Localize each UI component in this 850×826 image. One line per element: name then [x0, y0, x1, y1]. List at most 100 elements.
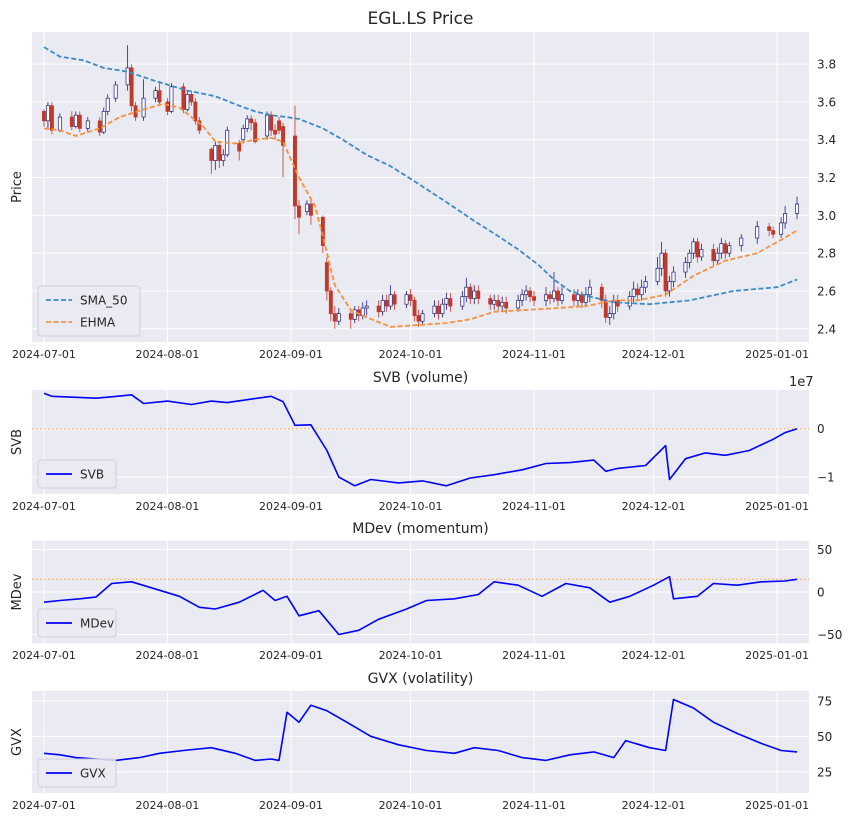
- candle-body: [440, 303, 445, 314]
- x-tick-label: 2024-09-01: [259, 649, 323, 662]
- candle-body: [571, 294, 576, 301]
- candle-body: [221, 154, 226, 161]
- y-tick-label: 50: [817, 730, 832, 744]
- candle-body: [583, 294, 588, 303]
- candle-body: [105, 97, 110, 112]
- candle-body: [113, 84, 118, 99]
- candle-body: [320, 216, 325, 246]
- candle-body: [141, 97, 146, 118]
- candle-body: [639, 286, 644, 296]
- candle-body: [444, 298, 449, 305]
- x-tick-label: 2024-12-01: [622, 500, 686, 513]
- candle-body: [125, 67, 130, 86]
- candle-body: [197, 120, 202, 131]
- candle-body: [185, 94, 190, 110]
- candle-body: [245, 118, 250, 129]
- candle-body: [193, 101, 198, 122]
- candle-body: [304, 203, 309, 212]
- x-tick-label: 2024-12-01: [622, 799, 686, 812]
- candle-body: [560, 294, 564, 301]
- series-line-ehma: [43, 102, 798, 328]
- candle-body: [500, 301, 505, 307]
- chart-title: GVX (volatility): [368, 671, 474, 687]
- x-tick-label: 2024-12-01: [622, 348, 686, 361]
- candle-body: [715, 252, 720, 262]
- candle-body: [711, 249, 716, 262]
- candle-body: [460, 296, 465, 307]
- x-tick-label: 2024-11-01: [502, 500, 566, 513]
- series-line-sma-50: [43, 46, 798, 306]
- y-tick-label: 0: [817, 422, 825, 436]
- candle-body: [129, 67, 134, 107]
- candle-body: [281, 126, 285, 146]
- candle-body: [587, 286, 592, 296]
- x-tick-label: 2025-01-01: [745, 348, 809, 361]
- candle-body: [157, 90, 162, 103]
- x-tick-label: 2024-07-01: [12, 799, 76, 812]
- candle-body: [364, 305, 369, 309]
- candle-body: [436, 305, 441, 314]
- candle-body: [643, 281, 648, 288]
- candle-body: [528, 290, 533, 297]
- panel-1: 2024-07-01 2024-08-01 2024-09-01 2024-10-01…: [10, 9, 836, 361]
- y-tick-label: 2.8: [817, 247, 836, 261]
- candle-body: [667, 281, 672, 292]
- candle-body: [277, 120, 281, 131]
- candle-body: [544, 294, 548, 301]
- candle-body: [548, 294, 552, 299]
- legend-box: [37, 758, 117, 788]
- candle-body: [249, 118, 254, 124]
- legend-box: [37, 459, 117, 489]
- candle-body: [627, 296, 632, 307]
- candle-body: [520, 294, 525, 301]
- legend-label: SMA_50: [80, 294, 127, 308]
- axis-offset-label: 1e7: [789, 375, 814, 390]
- candle-body: [189, 94, 194, 103]
- legend: MDev: [37, 608, 117, 638]
- x-tick-label: 2025-01-01: [745, 799, 809, 812]
- candle-body: [297, 205, 301, 218]
- series-line-mdev: [43, 575, 798, 636]
- x-tick-label: 2024-08-01: [136, 348, 200, 361]
- candle-body: [392, 294, 397, 305]
- legend: SVB: [37, 459, 117, 489]
- legend-label: MDev: [80, 617, 114, 631]
- candle-body: [504, 301, 509, 309]
- candle-body: [412, 300, 417, 316]
- x-tick-label: 2024-10-01: [379, 799, 443, 812]
- y-tick-label: 3.6: [817, 95, 836, 109]
- chart-title: EGL.LS Price: [368, 9, 474, 29]
- y-tick-label: 2.4: [817, 322, 836, 336]
- x-tick-label: 2024-10-01: [379, 500, 443, 513]
- candle-body: [416, 315, 421, 322]
- candle-body: [77, 114, 82, 129]
- candle-body: [209, 148, 214, 161]
- panel-background: [32, 390, 809, 494]
- candle-body: [360, 307, 365, 316]
- x-tick-label: 2024-08-01: [136, 500, 200, 513]
- candle-body: [69, 116, 74, 127]
- candle-body: [380, 300, 385, 313]
- x-tick-label: 2024-12-01: [622, 649, 686, 662]
- x-tick-label: 2024-11-01: [502, 348, 566, 361]
- x-tick-label: 2024-11-01: [502, 649, 566, 662]
- y-axis-label: SVB: [10, 429, 25, 455]
- legend-box: [37, 285, 141, 337]
- x-tick-label: 2024-07-01: [12, 500, 76, 513]
- candle-body: [476, 290, 481, 299]
- candle-body: [472, 290, 477, 299]
- y-tick-label: 3.4: [817, 133, 836, 147]
- series-line-gvx: [43, 698, 798, 762]
- candle-body: [695, 241, 700, 258]
- x-tick-label: 2024-09-01: [259, 348, 323, 361]
- chart-title: SVB (volume): [373, 370, 468, 386]
- candle-body: [265, 114, 270, 137]
- candle-body: [607, 313, 612, 318]
- x-tick-label: 2024-09-01: [259, 500, 323, 513]
- series-line-svb: [43, 392, 798, 487]
- y-tick-label: 0: [817, 586, 825, 600]
- candle-body: [408, 294, 413, 301]
- y-tick-label: 3.0: [817, 209, 836, 223]
- candle-body: [579, 294, 584, 303]
- y-axis-label: Price: [10, 171, 25, 203]
